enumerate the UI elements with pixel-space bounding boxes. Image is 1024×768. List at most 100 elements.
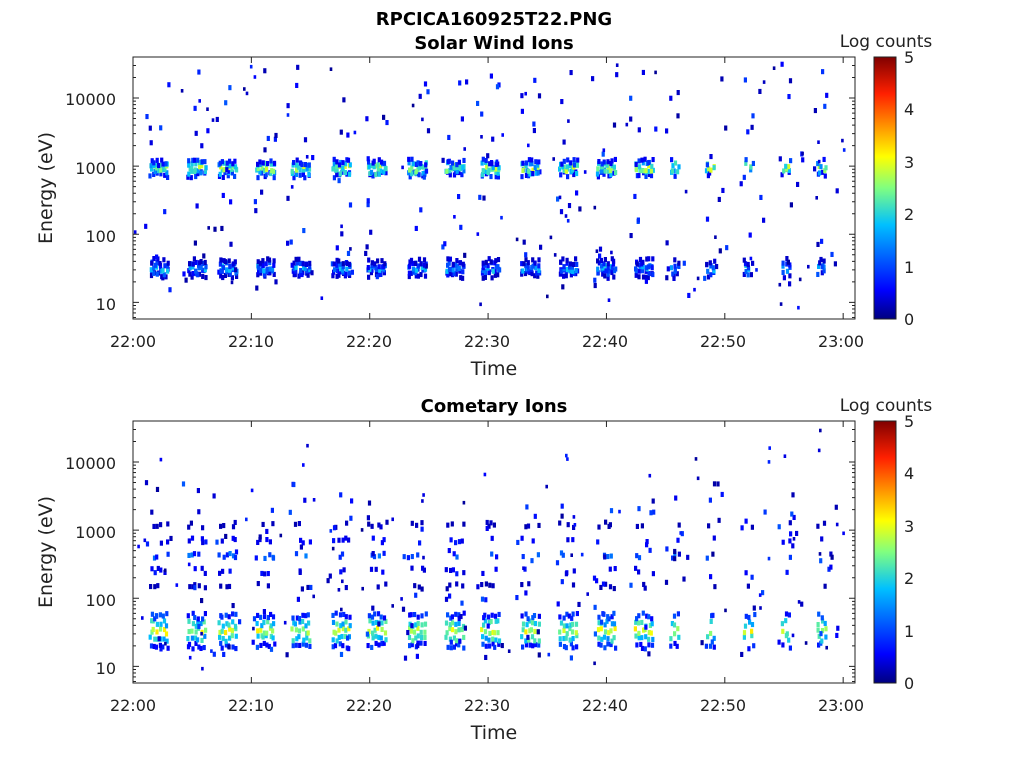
y-tick-label: 10000: [65, 454, 116, 473]
heatmap-cell: [448, 172, 452, 178]
heatmap-cell: [159, 567, 163, 573]
heatmap-cell: [816, 627, 820, 633]
heatmap-cell: [483, 618, 487, 624]
heatmap-cell: [271, 555, 276, 561]
heatmap-cell: [647, 168, 651, 174]
heatmap-cell: [383, 165, 387, 171]
heatmap-cell: [603, 257, 607, 263]
heatmap-cell: [608, 168, 613, 174]
heatmap-cell: [272, 621, 276, 627]
heatmap-cell: [184, 277, 188, 283]
heatmap-cell: [637, 569, 641, 575]
heatmap-cell: [374, 265, 378, 271]
heatmap-cell: [593, 604, 597, 610]
heatmap-cell: [150, 509, 154, 515]
heatmap-cell: [294, 256, 298, 262]
heatmap-cell: [715, 264, 719, 270]
heatmap-cell: [527, 157, 531, 163]
heatmap-cell: [225, 164, 229, 170]
heatmap-cell: [423, 273, 428, 279]
heatmap-cell: [676, 169, 680, 175]
heatmap-cell: [290, 185, 294, 189]
heatmap-cell: [228, 163, 232, 169]
heatmap-cell: [450, 521, 454, 527]
heatmap-cell: [593, 277, 597, 283]
heatmap-cell: [835, 522, 839, 527]
heatmap-cell: [155, 260, 159, 266]
heatmap-cell: [743, 77, 747, 83]
heatmap-cell: [302, 637, 306, 643]
heatmap-cell: [412, 629, 417, 635]
heatmap-cell: [219, 273, 223, 279]
heatmap-cell: [372, 554, 377, 560]
heatmap-cell: [187, 629, 191, 635]
heatmap-cell: [559, 259, 563, 265]
heatmap-cell: [225, 167, 229, 173]
heatmap-cell: [761, 590, 765, 596]
heatmap-cell: [675, 271, 679, 277]
heatmap-cell: [562, 636, 566, 642]
heatmap-cell: [410, 623, 414, 629]
heatmap-cells: [133, 61, 846, 310]
heatmap-cell: [629, 95, 633, 101]
heatmap-cell: [743, 623, 748, 629]
heatmap-cell: [572, 162, 576, 168]
heatmap-cell: [414, 635, 418, 641]
heatmap-cell: [308, 638, 312, 644]
heatmap-cell: [516, 539, 520, 545]
heatmap-cell: [496, 174, 500, 180]
heatmap-cell: [377, 522, 381, 528]
heatmap-cell: [228, 568, 232, 574]
heatmap-cell: [200, 163, 204, 169]
heatmap-cell: [570, 553, 573, 557]
heatmap-cell: [385, 519, 389, 525]
heatmap-cell: [401, 606, 406, 612]
heatmap-cell: [613, 626, 617, 632]
heatmap-cell: [286, 113, 290, 117]
heatmap-cell: [408, 174, 412, 180]
heatmap-cell: [197, 271, 201, 277]
heatmap-cell: [526, 260, 530, 266]
heatmap-cell: [180, 89, 184, 93]
heatmap-cell: [286, 103, 290, 109]
heatmap-cell: [484, 654, 488, 660]
heatmap-cell: [455, 168, 459, 174]
heatmap-cell: [288, 509, 292, 515]
heatmap-cell: [298, 619, 302, 625]
heatmap-cell: [189, 520, 193, 526]
heatmap-cell: [416, 633, 420, 639]
heatmap-cell: [203, 169, 207, 175]
heatmap-cell: [575, 633, 579, 639]
heatmap-cell: [191, 264, 195, 270]
heatmap-cell: [149, 584, 153, 590]
heatmap-cell: [647, 651, 651, 657]
heatmap-cell: [633, 626, 637, 632]
heatmap-cell: [787, 637, 791, 643]
heatmap-cell: [353, 130, 357, 135]
heatmap-cell: [673, 266, 677, 272]
heatmap-cell: [824, 626, 828, 632]
heatmap-cell: [196, 272, 200, 278]
heatmap-cell: [272, 175, 276, 181]
heatmap-cell: [449, 537, 453, 543]
heatmap-cell: [558, 614, 562, 620]
heatmap-cell: [637, 630, 641, 636]
heatmap-cell: [423, 629, 427, 635]
heatmap-cell: [483, 612, 487, 618]
heatmap-cell: [613, 566, 617, 572]
heatmap-cell: [753, 612, 757, 618]
heatmap-cell: [665, 546, 669, 552]
heatmap-cell: [258, 534, 262, 540]
heatmap-cell: [750, 633, 754, 639]
heatmap-cell: [593, 205, 597, 210]
panel-title: Solar Wind Ions: [414, 33, 573, 54]
y-tick-label: 10000: [65, 90, 116, 109]
heatmap-cell: [651, 636, 655, 642]
heatmap-cell: [224, 642, 228, 648]
heatmap-cell: [360, 528, 364, 532]
heatmap-cell: [227, 583, 232, 589]
heatmap-cell: [262, 640, 266, 646]
heatmap-cell: [452, 635, 456, 641]
heatmap-cell: [558, 195, 562, 200]
heatmap-cell: [530, 157, 534, 163]
